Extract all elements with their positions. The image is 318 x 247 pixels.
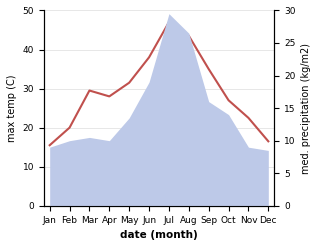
X-axis label: date (month): date (month) <box>120 230 198 240</box>
Y-axis label: med. precipitation (kg/m2): med. precipitation (kg/m2) <box>301 43 311 174</box>
Y-axis label: max temp (C): max temp (C) <box>7 74 17 142</box>
